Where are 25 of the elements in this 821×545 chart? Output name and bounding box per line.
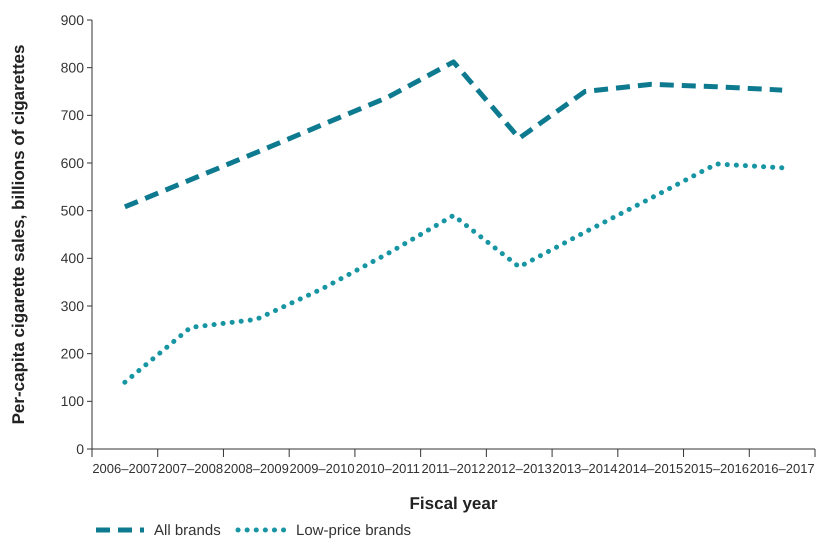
y-tick-label: 100 [60, 393, 84, 410]
y-tick-label: 700 [60, 107, 84, 124]
y-tick-label: 500 [60, 202, 84, 219]
x-axis-title: Fiscal year [410, 494, 498, 513]
y-tick-label: 800 [60, 60, 84, 76]
legend-label: All brands [154, 522, 221, 539]
x-tick-label: 2006–2007 [92, 461, 158, 476]
y-tick-label: 200 [60, 346, 84, 362]
x-tick-label: 2013–2014 [552, 461, 618, 476]
y-tick-label: 600 [60, 154, 84, 171]
y-axis-title: Per-capita cigarette sales, billions of cigarettes [9, 44, 28, 424]
x-tick-label: 2011–2012 [421, 461, 486, 476]
x-tick-label: 2016–2017 [750, 461, 815, 476]
legend-label: Low-price brands [296, 522, 412, 539]
y-tick-label: 0 [76, 440, 84, 457]
x-tick-label: 2010–2011 [356, 461, 420, 476]
x-tick-label: 2009–2010 [290, 461, 355, 476]
x-tick-label: 2007–2008 [158, 461, 224, 476]
y-tick-label: 900 [60, 12, 84, 28]
x-tick-label: 2008–2009 [224, 461, 289, 476]
y-tick-label: 300 [60, 298, 84, 314]
x-tick-label: 2015–2016 [684, 461, 749, 476]
x-tick-label: 2014–2015 [618, 461, 684, 476]
y-tick-label: 400 [60, 250, 84, 266]
x-tick-label: 2012–2013 [486, 461, 552, 476]
